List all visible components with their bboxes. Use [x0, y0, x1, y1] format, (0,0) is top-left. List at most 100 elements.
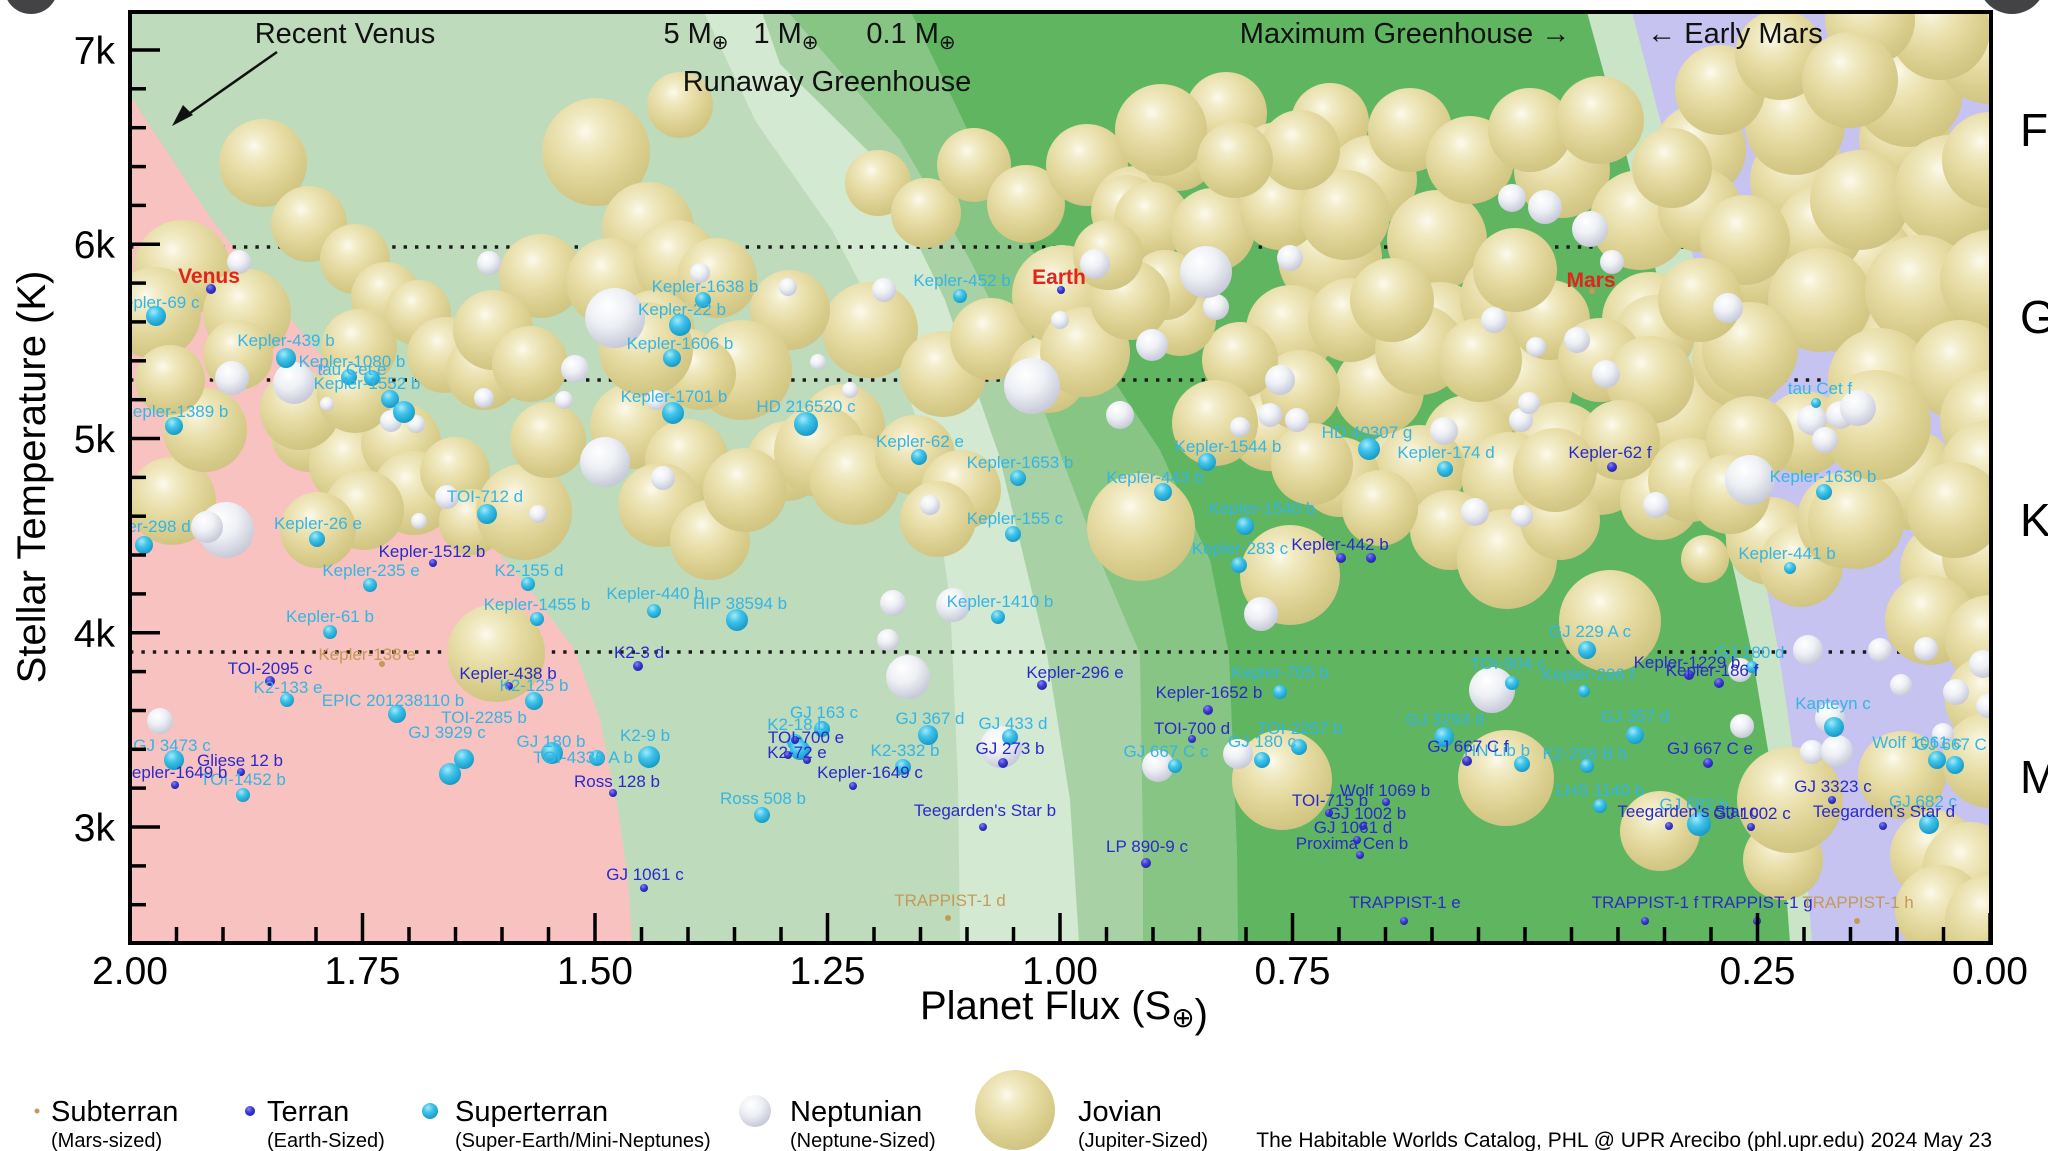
svg-text:Kepler-1630 b: Kepler-1630 b	[1770, 467, 1877, 486]
svg-text:Subterran: Subterran	[51, 1096, 178, 1128]
svg-text:Kepler-298 d: Kepler-298 d	[93, 517, 190, 536]
svg-text:0.00: 0.00	[1952, 950, 2028, 993]
svg-text:GJ 1002 b: GJ 1002 b	[1328, 804, 1406, 823]
svg-text:Kepler-22 b: Kepler-22 b	[638, 300, 726, 319]
svg-text:TOI-700 d: TOI-700 d	[1154, 719, 1230, 738]
svg-text:GJ 1061 c: GJ 1061 c	[606, 865, 684, 884]
svg-text:Ross 508 b: Ross 508 b	[720, 789, 806, 808]
svg-text:Kepler-138 e: Kepler-138 e	[318, 645, 415, 664]
svg-text:LP 890-9 c: LP 890-9 c	[1106, 837, 1188, 856]
svg-text:Kepler-1455 b: Kepler-1455 b	[484, 595, 591, 614]
svg-text:Jovian: Jovian	[1078, 1096, 1162, 1128]
svg-text:Earth: Earth	[1032, 266, 1086, 289]
svg-text:tau Cet f: tau Cet f	[1788, 379, 1853, 398]
svg-text:Kepler-186 f: Kepler-186 f	[1666, 661, 1759, 680]
svg-text:(Earth-Sized): (Earth-Sized)	[267, 1130, 385, 1151]
svg-text:HD 40307 g: HD 40307 g	[1322, 423, 1413, 442]
svg-text:Kepler-62 f: Kepler-62 f	[1568, 443, 1651, 462]
svg-text:Kepler-440 b: Kepler-440 b	[606, 584, 703, 603]
svg-text:TOI-2257 b: TOI-2257 b	[1257, 719, 1343, 738]
svg-text:4k: 4k	[74, 613, 116, 656]
svg-text:Kepler-1552 b: Kepler-1552 b	[314, 374, 421, 393]
svg-text:LHS 1140 b: LHS 1140 b	[1556, 781, 1645, 800]
svg-text:HN Lib b: HN Lib b	[1464, 741, 1530, 760]
svg-text:GJ 667 C c: GJ 667 C c	[1123, 742, 1209, 761]
svg-text:GJ 180 c: GJ 180 c	[1228, 732, 1297, 751]
svg-text:← Early Mars: ← Early Mars	[1647, 18, 1823, 50]
svg-text:K2-72 e: K2-72 e	[767, 743, 827, 762]
svg-text:Kepler-1229 b: Kepler-1229 b	[1634, 653, 1741, 672]
svg-text:GJ 229 A c: GJ 229 A c	[1549, 622, 1632, 641]
svg-text:GJ 433 d: GJ 433 d	[979, 714, 1048, 733]
svg-text:Kepler-1652 b: Kepler-1652 b	[1156, 683, 1263, 702]
svg-text:Kepler-155 c: Kepler-155 c	[967, 509, 1064, 528]
svg-text:(Jupiter-Sized): (Jupiter-Sized)	[1078, 1130, 1208, 1151]
svg-text:Kepler-1649 b: Kepler-1649 b	[121, 763, 228, 782]
svg-text:Kepler-61 b: Kepler-61 b	[286, 607, 374, 626]
svg-text:GJ 1002 c: GJ 1002 c	[1713, 804, 1791, 823]
svg-text:Kepler-452 b: Kepler-452 b	[913, 271, 1010, 290]
svg-text:(Neptune-Sized): (Neptune-Sized)	[790, 1130, 936, 1151]
svg-text:Wolf 1061 c: Wolf 1061 c	[1872, 733, 1962, 752]
svg-text:Superterran: Superterran	[455, 1096, 608, 1128]
svg-text:Gliese 12 b: Gliese 12 b	[197, 751, 283, 770]
svg-text:Teegarden's Star c: Teegarden's Star c	[1617, 802, 1759, 821]
svg-text:TRAPPIST-1 g: TRAPPIST-1 g	[1701, 893, 1812, 912]
svg-text:TOI-700 e: TOI-700 e	[768, 728, 844, 747]
svg-text:K2-155 d: K2-155 d	[495, 561, 564, 580]
svg-text:TOI-904 c: TOI-904 c	[1470, 654, 1546, 673]
svg-text:0.25: 0.25	[1720, 950, 1796, 993]
svg-text:Teegarden's Star b: Teegarden's Star b	[914, 801, 1056, 820]
svg-text:Kepler-235 e: Kepler-235 e	[322, 561, 419, 580]
svg-text:Kepler-1080 b: Kepler-1080 b	[299, 352, 406, 371]
svg-text:GJ 357 d: GJ 357 d	[1601, 707, 1670, 726]
svg-text:Kepler-26 e: Kepler-26 e	[274, 514, 362, 533]
svg-text:TOI-1452 b: TOI-1452 b	[200, 770, 286, 789]
svg-text:Kepler-1649 c: Kepler-1649 c	[817, 763, 923, 782]
svg-text:K2-3 d: K2-3 d	[614, 643, 664, 662]
svg-text:K2-9 b: K2-9 b	[620, 726, 670, 745]
svg-text:GJ 3473 c: GJ 3473 c	[133, 736, 211, 755]
svg-text:K2-332 b: K2-332 b	[871, 741, 940, 760]
svg-text:3k: 3k	[74, 807, 116, 850]
svg-text:TRAPPIST-1 d: TRAPPIST-1 d	[894, 891, 1005, 910]
svg-text:GJ 367 d: GJ 367 d	[896, 709, 965, 728]
svg-text:Kepler-1389 b: Kepler-1389 b	[122, 402, 229, 421]
svg-text:GJ 682 c: GJ 682 c	[1889, 792, 1958, 811]
svg-text:6k: 6k	[74, 224, 116, 267]
svg-text:TOI-4336 A b: TOI-4336 A b	[533, 748, 633, 767]
svg-text:Kepler-174 d: Kepler-174 d	[1397, 443, 1494, 462]
svg-text:Kepler-441 b: Kepler-441 b	[1738, 544, 1835, 563]
svg-text:1.50: 1.50	[557, 950, 633, 993]
svg-text:GJ 667 C e: GJ 667 C e	[1667, 739, 1753, 758]
svg-text:TOI-2285 b: TOI-2285 b	[441, 708, 527, 727]
svg-text:GJ 273 b: GJ 273 b	[976, 739, 1045, 758]
svg-text:GJ 180 d: GJ 180 d	[1716, 643, 1785, 662]
svg-text:TRAPPIST-1 h: TRAPPIST-1 h	[1802, 893, 1913, 912]
svg-text:Terran: Terran	[267, 1096, 349, 1128]
svg-text:1.00: 1.00	[1022, 950, 1098, 993]
svg-text:Neptunian: Neptunian	[790, 1096, 922, 1128]
svg-text:Kepler-1638 b: Kepler-1638 b	[652, 277, 759, 296]
svg-text:GJ 3929 c: GJ 3929 c	[408, 723, 486, 742]
svg-text:GJ 682 b: GJ 682 b	[1660, 795, 1729, 814]
svg-text:Kepler-705 b: Kepler-705 b	[1231, 663, 1328, 682]
svg-text:Kepler-296 e: Kepler-296 e	[1026, 663, 1123, 682]
svg-text:1.25: 1.25	[790, 950, 866, 993]
svg-text:Kepler-62 e: Kepler-62 e	[876, 432, 964, 451]
svg-text:5k: 5k	[74, 419, 116, 462]
svg-text:K2-133 e: K2-133 e	[254, 678, 323, 697]
svg-text:7k: 7k	[74, 30, 116, 73]
svg-text:Planet Flux (S⊕): Planet Flux (S⊕)	[920, 984, 1208, 1036]
svg-text:Kepler-69 c: Kepler-69 c	[113, 293, 200, 312]
svg-text:(Super-Earth/Mini-Neptunes): (Super-Earth/Mini-Neptunes)	[455, 1130, 711, 1151]
svg-text:HD 216520 c: HD 216520 c	[756, 397, 856, 416]
svg-text:GJ 1061 d: GJ 1061 d	[1314, 818, 1392, 837]
svg-text:EPIC 201238110 b: EPIC 201238110 b	[322, 691, 464, 710]
svg-text:Kepler-442 b: Kepler-442 b	[1291, 535, 1388, 554]
svg-text:TRAPPIST-1 f: TRAPPIST-1 f	[1592, 893, 1699, 912]
svg-text:Kepler-1540 b: Kepler-1540 b	[1209, 499, 1316, 518]
svg-text:Kepler-439 b: Kepler-439 b	[237, 331, 334, 350]
svg-text:F: F	[2020, 104, 2048, 156]
svg-text:Kepler-438 b: Kepler-438 b	[459, 664, 556, 683]
